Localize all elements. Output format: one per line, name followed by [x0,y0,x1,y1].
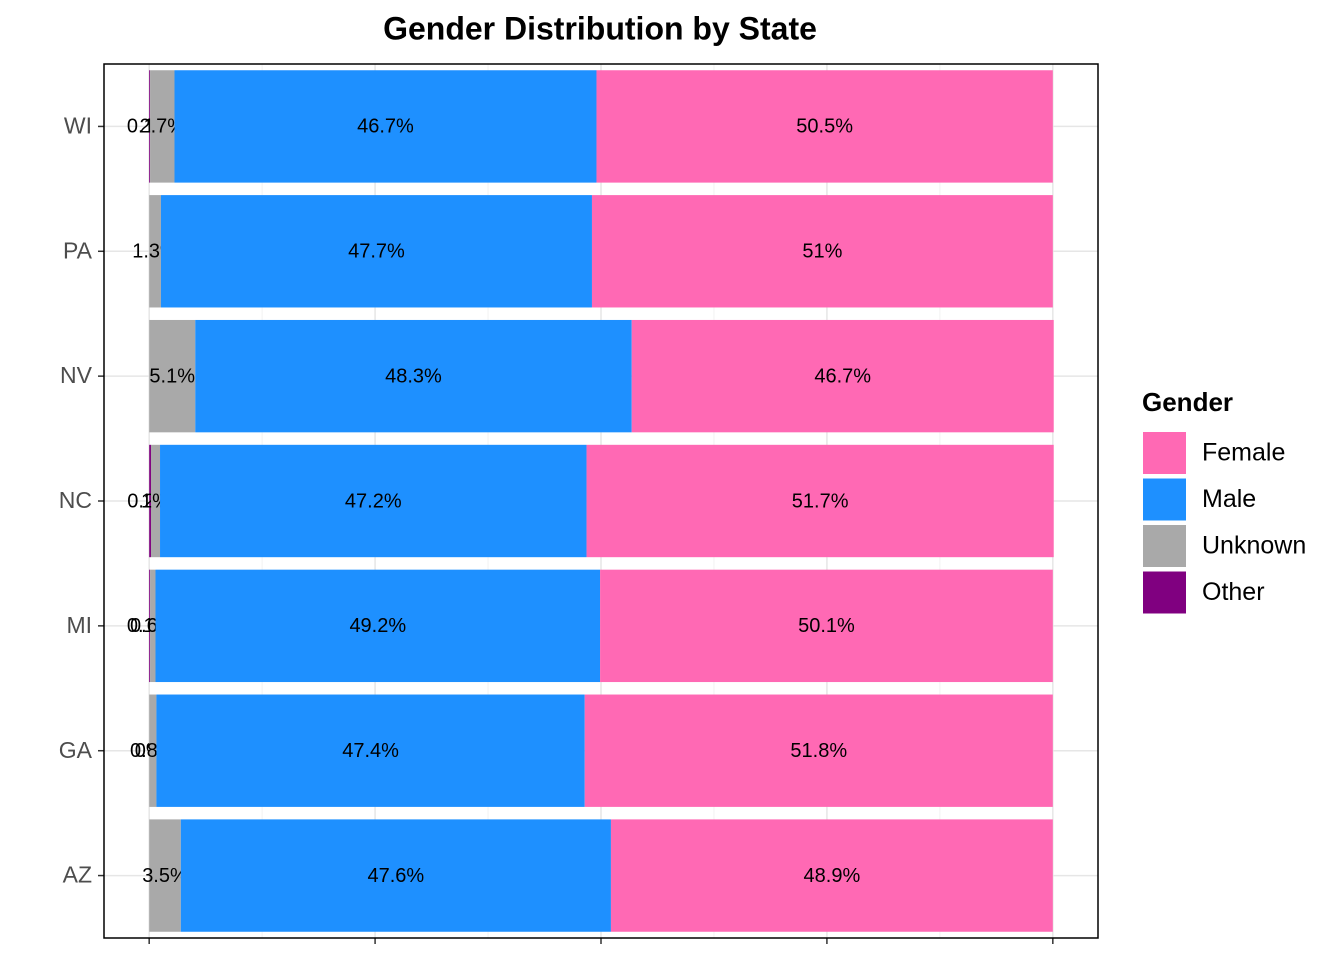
bar-segment [150,70,175,183]
bar-segment [180,819,611,932]
bar-segment [149,319,196,433]
bar-segment [149,819,181,932]
bar-segment [174,70,597,183]
legend-key [1143,478,1186,521]
legend-label: Unknown [1202,532,1306,560]
data-label: 51.8% [790,740,847,762]
bar-segment [195,319,632,433]
legend-key [1143,432,1186,474]
data-label: 46.7% [814,365,871,387]
legend-title: Gender [1142,387,1233,417]
data-label: 2.7% [139,116,185,138]
bar-segment [149,195,161,308]
data-label: 46.7% [357,116,414,138]
chart-title: Gender Distribution by State [383,10,817,46]
data-label: 47.4% [342,740,399,762]
bar-segment [155,569,601,683]
y-tick-label: PA [63,237,93,263]
data-label: 50.1% [798,615,855,637]
data-label: 47.2% [345,490,402,512]
legend-label: Male [1202,485,1256,513]
y-tick-label: GA [59,737,93,763]
legend-key [1143,525,1186,567]
y-tick-label: WI [64,113,92,139]
legend-key [1143,571,1186,614]
bar-segment [631,319,1054,433]
bar-segment [149,70,151,183]
legend-label: Female [1202,439,1285,467]
y-tick-label: NC [59,487,92,513]
bar-segment [150,569,156,683]
data-label: 48.3% [385,365,442,387]
bar-segment [150,444,161,558]
bar-segment [591,195,1053,308]
data-label: 5.1% [149,365,195,387]
bar-segment [149,569,151,683]
bar-segment [156,694,585,807]
y-tick-label: NV [60,362,93,388]
data-label: 48.9% [804,865,861,887]
data-label: 47.7% [348,241,405,263]
panel-border [103,63,1099,939]
data-label: 3.5% [142,865,188,887]
bar-segment [610,819,1053,932]
y-tick-label: AZ [63,862,92,888]
bar-segment [584,694,1053,807]
data-label: 49.2% [349,615,406,637]
bar-segment [600,569,1053,683]
bar-segment [149,694,157,807]
bar-segment [149,444,151,558]
bar-segment [596,70,1053,183]
legend-label: Other [1202,578,1265,606]
data-label: 51.7% [792,490,849,512]
data-label: 51% [802,241,842,263]
bar-segment [160,444,587,558]
y-tick-label: MI [66,612,92,638]
data-label: 50.5% [796,116,853,138]
bar-segment [586,444,1054,558]
data-label: 47.6% [368,865,425,887]
bar-segment [160,195,592,308]
